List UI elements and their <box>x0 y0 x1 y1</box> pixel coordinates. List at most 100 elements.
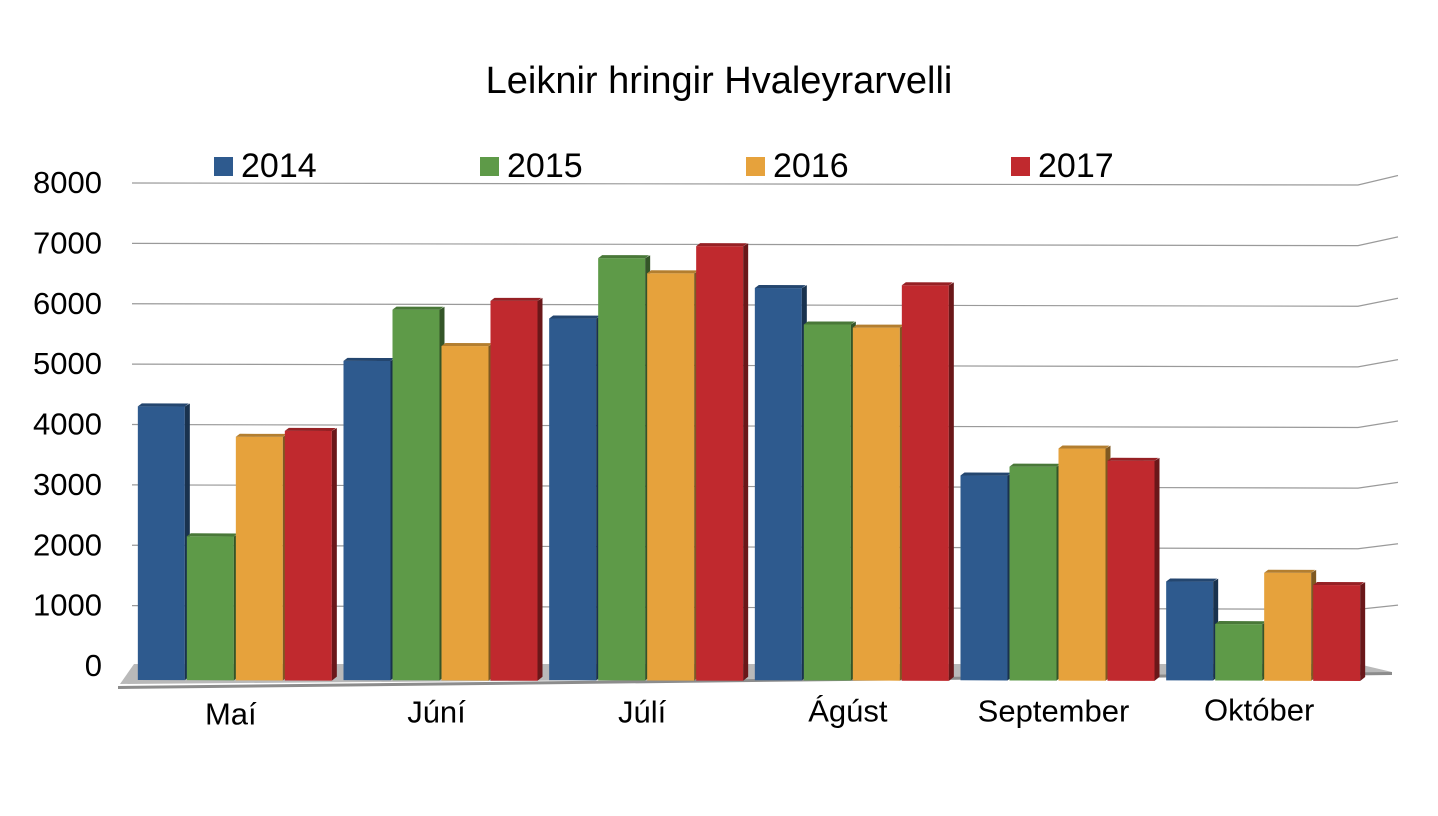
bar-front <box>284 430 332 681</box>
bar-front <box>235 436 283 681</box>
y-tick-label: 2000 <box>33 527 102 562</box>
bar-top <box>1107 457 1159 461</box>
bar-2014-5 <box>1166 578 1219 681</box>
bar-front <box>1215 624 1263 681</box>
bar-top <box>137 403 189 407</box>
y-tick-label: 7000 <box>33 225 102 260</box>
bar-2017-2 <box>696 243 749 681</box>
legend-item-2016: 2016 <box>746 147 849 186</box>
gridline <box>131 236 1399 247</box>
chart-title: Leiknir hringir Hvaleyrarvelli <box>485 60 953 102</box>
bars <box>137 243 1366 682</box>
y-tick-label: 4000 <box>33 407 102 442</box>
bar-2017-3 <box>901 282 954 681</box>
bar-front <box>598 258 646 681</box>
bar-front <box>343 360 391 681</box>
bar-front <box>647 273 695 681</box>
bar-2016-1 <box>441 343 494 681</box>
bar-2014-0 <box>137 403 190 681</box>
bar-2017-5 <box>1313 581 1366 682</box>
bar-side <box>1154 457 1160 681</box>
bar-2014-3 <box>754 285 807 681</box>
bar-2014-2 <box>549 315 602 681</box>
bar-top <box>960 472 1012 476</box>
y-tick-label: 0 <box>85 648 102 683</box>
legend-swatch-2017 <box>1011 157 1030 176</box>
bar-top <box>1166 578 1218 582</box>
bar-2015-1 <box>392 306 445 681</box>
bar-top <box>852 324 904 328</box>
bar-2015-5 <box>1215 621 1268 681</box>
legend-swatch-2016 <box>746 157 765 176</box>
bar-top <box>754 285 806 289</box>
x-tick-label: Ágúst <box>808 694 888 729</box>
bar-front <box>441 346 489 681</box>
y-tick-label: 8000 <box>33 165 102 200</box>
bar-front <box>490 300 538 681</box>
bar-top <box>186 533 238 537</box>
bar-front <box>1058 448 1106 681</box>
bar-side <box>331 427 337 681</box>
bar-top <box>696 243 748 247</box>
y-axis: 0 1000 2000 3000 4000 5000 6000 7000 8000 <box>33 165 102 683</box>
bar-top <box>901 282 953 286</box>
bar-front <box>754 288 802 681</box>
bar-2014-1 <box>343 357 396 681</box>
bar-top <box>549 315 601 319</box>
y-tick-label: 5000 <box>33 346 102 381</box>
bar-top <box>235 433 287 437</box>
bar-top <box>1009 463 1061 467</box>
legend-item-2017: 2017 <box>1011 147 1114 186</box>
x-tick-label: Júlí <box>618 694 667 729</box>
bar-front <box>696 246 744 681</box>
bar-side <box>537 297 543 681</box>
bar-2016-2 <box>647 270 700 681</box>
bar-2016-0 <box>235 433 288 681</box>
bar-side <box>1360 582 1366 682</box>
x-tick-label: September <box>978 693 1130 728</box>
bar-front <box>392 309 440 681</box>
x-tick-label: Október <box>1204 692 1314 727</box>
bar-front <box>186 536 234 681</box>
bar-front <box>137 406 185 681</box>
bar-top <box>803 321 855 325</box>
bar-top <box>647 270 699 274</box>
legend-label-2014: 2014 <box>241 147 317 185</box>
bar-top <box>343 357 395 362</box>
bar-2015-3 <box>803 321 856 681</box>
bar-front <box>1264 572 1312 681</box>
bar-2015-0 <box>186 533 239 681</box>
legend-label-2015: 2015 <box>507 147 583 185</box>
bar-top <box>1313 581 1365 586</box>
bar-front <box>852 327 900 681</box>
bar-front <box>1107 460 1155 681</box>
legend-item-2014: 2014 <box>214 147 317 186</box>
bar-front <box>803 324 851 681</box>
bar-top <box>284 427 336 431</box>
bar-2016-4 <box>1058 445 1111 681</box>
bar-2014-4 <box>960 472 1013 681</box>
y-tick-label: 1000 <box>33 588 102 623</box>
bar-front <box>1313 584 1361 682</box>
x-tick-label: Júní <box>407 695 466 730</box>
bar-2017-0 <box>284 427 337 681</box>
gridline <box>131 174 1399 186</box>
bar-2016-3 <box>852 324 905 681</box>
bar-side <box>743 243 749 681</box>
y-tick-label: 6000 <box>33 286 102 321</box>
legend-swatch-2015 <box>480 157 499 176</box>
legend-item-2015: 2015 <box>480 147 583 186</box>
bar-side <box>948 282 954 681</box>
bar-top <box>1058 445 1110 449</box>
bar-top <box>1264 569 1316 573</box>
y-tick-label: 3000 <box>33 467 102 502</box>
bar-top <box>598 255 650 259</box>
bar-top <box>392 306 444 310</box>
bar-top <box>441 343 493 347</box>
legend-label-2016: 2016 <box>773 147 849 185</box>
bar-top <box>490 297 542 301</box>
bar-2015-2 <box>598 255 651 681</box>
legend-label-2017: 2017 <box>1038 147 1114 185</box>
bar-2017-4 <box>1107 457 1160 681</box>
